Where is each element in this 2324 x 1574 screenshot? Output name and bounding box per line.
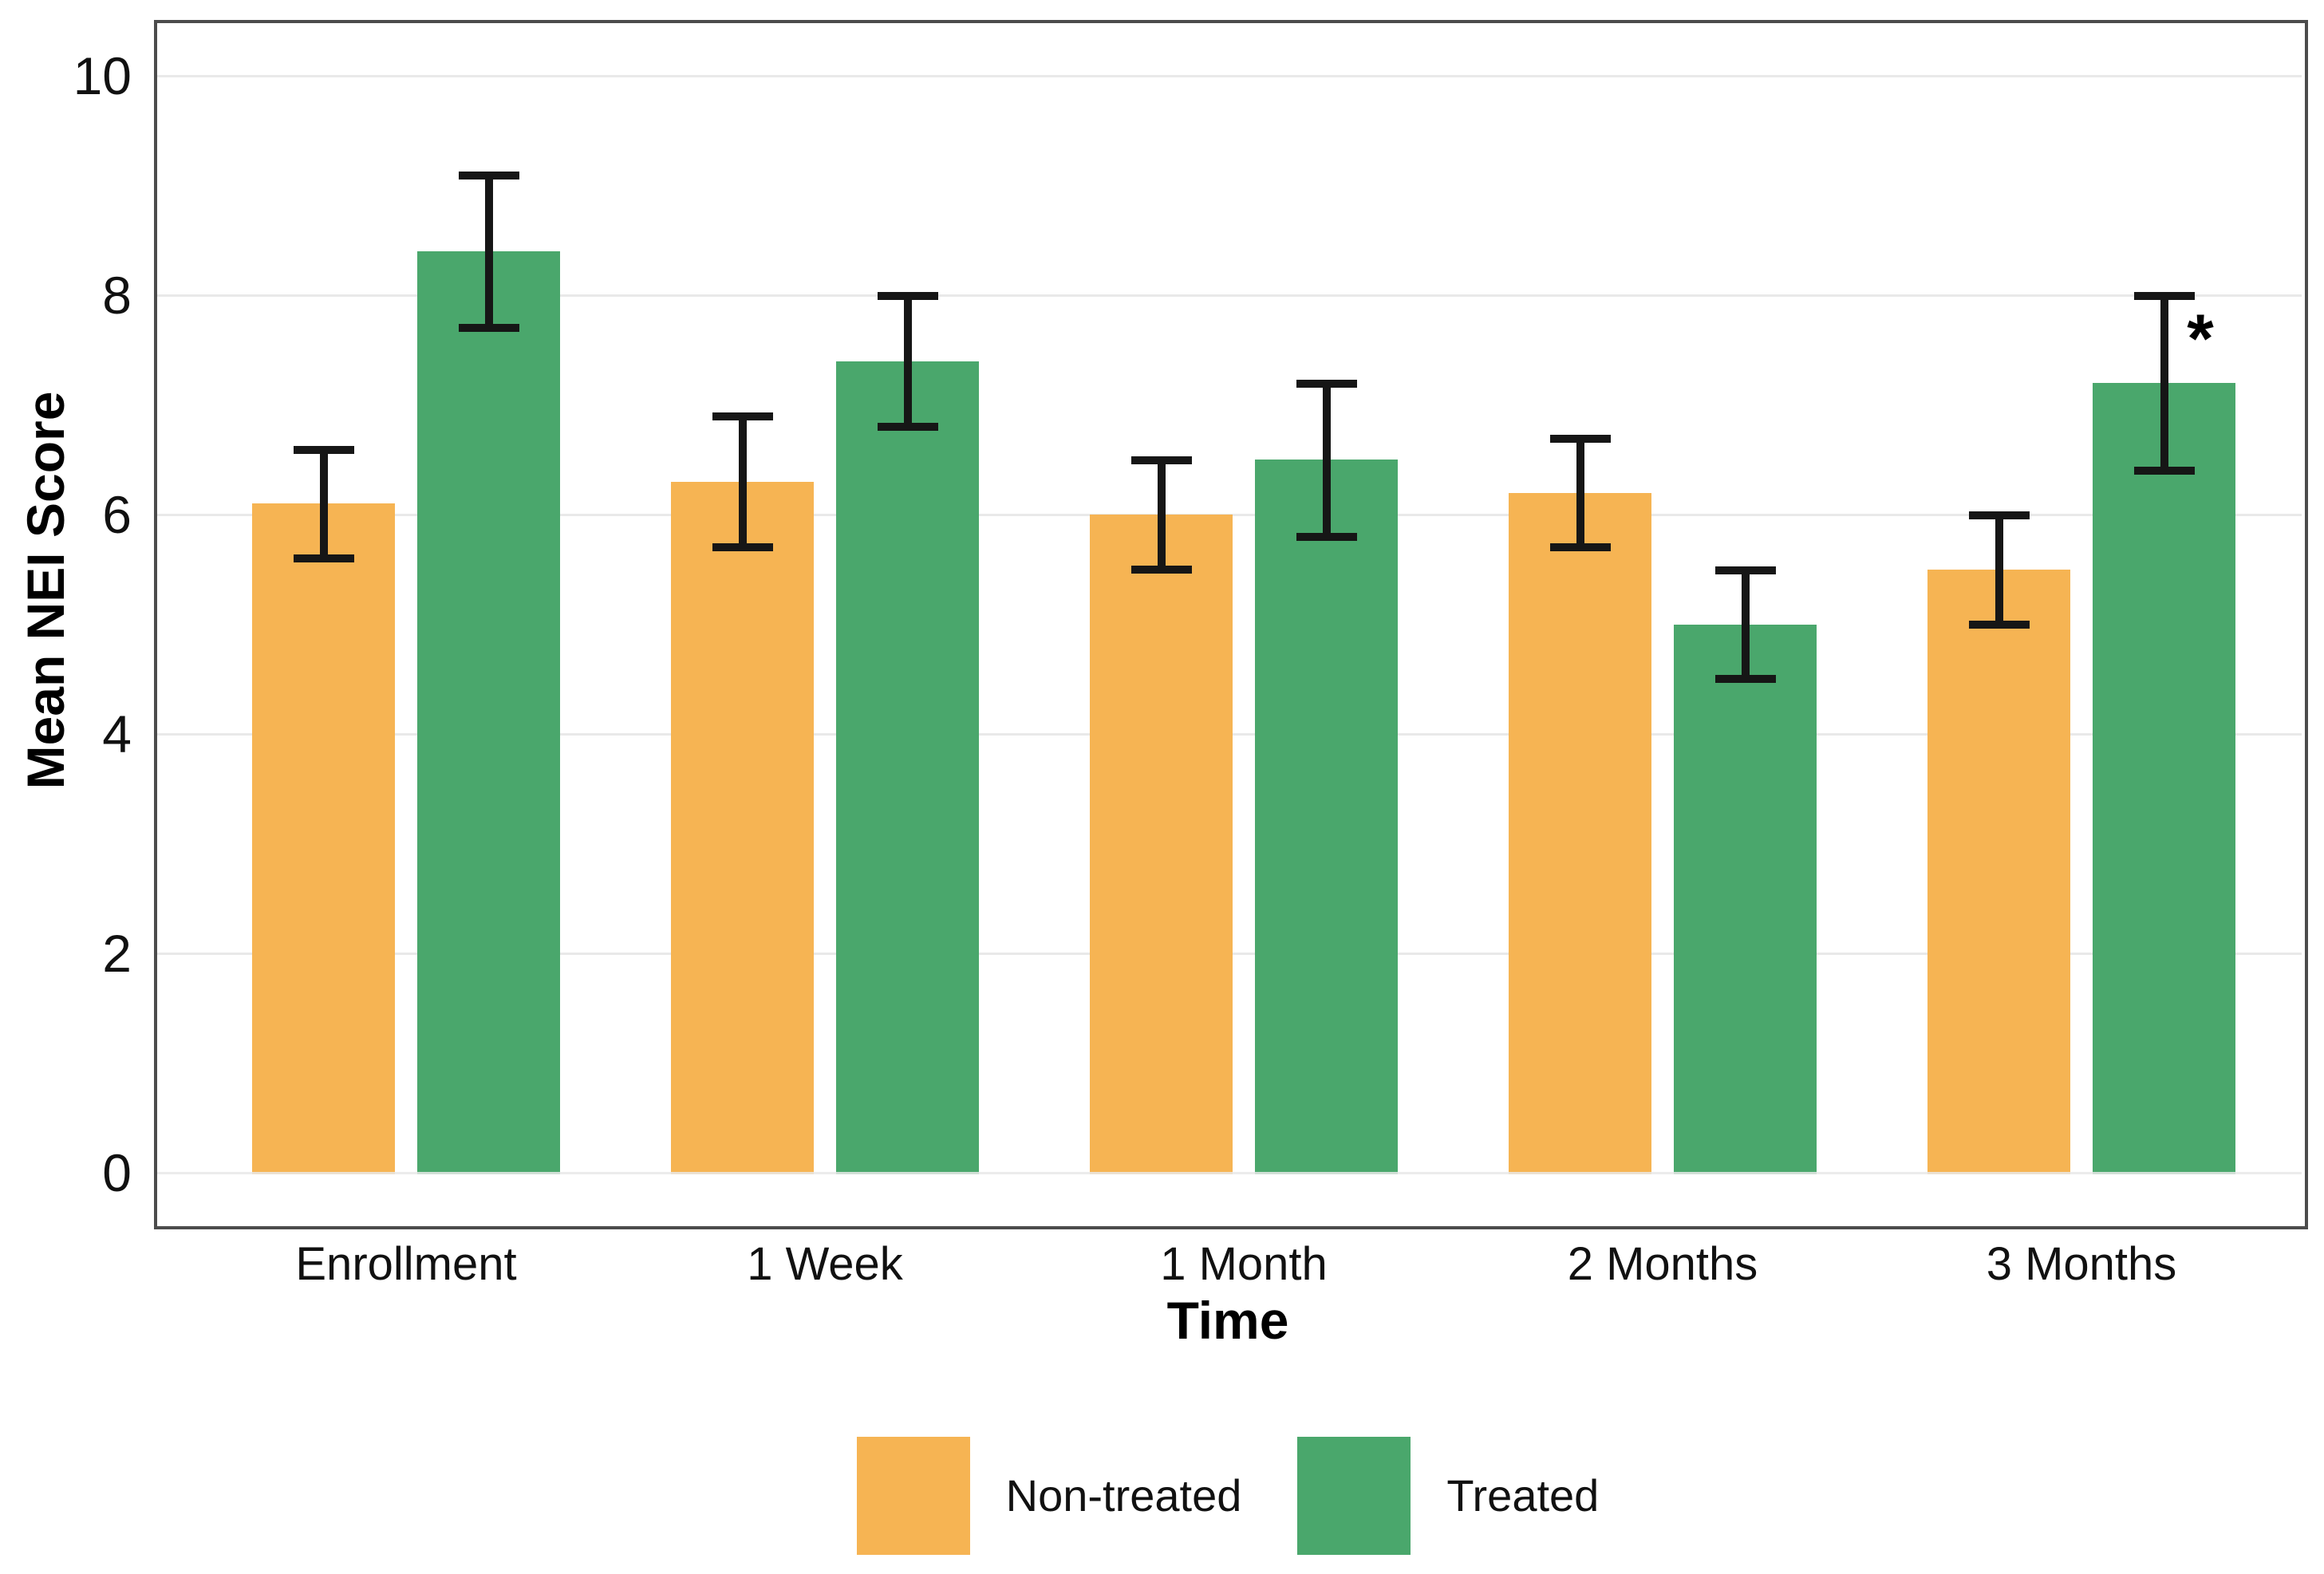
bar-non-treated-1-week bbox=[671, 481, 814, 1174]
error-bar-treated-2-months bbox=[1741, 569, 1750, 680]
x-axis-title: Time bbox=[1166, 1291, 1289, 1350]
error-cap-top-treated-1-month bbox=[1296, 380, 1357, 388]
gridline-y-8 bbox=[154, 294, 2302, 297]
error-cap-bottom-treated-3-months bbox=[2133, 467, 2195, 475]
y-tick-label-6: 6 bbox=[102, 485, 132, 544]
bar-non-treated-1-month bbox=[1090, 515, 1233, 1174]
error-cap-top-non-treated-enrollment bbox=[293, 445, 354, 454]
legend-label-treated: Treated bbox=[1446, 1470, 1600, 1521]
bar-treated-1-month bbox=[1255, 460, 1398, 1174]
error-bar-treated-1-week bbox=[903, 295, 912, 427]
error-cap-top-treated-1-week bbox=[877, 292, 938, 300]
y-tick-label-4: 4 bbox=[102, 704, 132, 763]
legend-label-non-treated: Non-treated bbox=[1005, 1470, 1242, 1521]
legend-swatch-non-treated bbox=[856, 1437, 970, 1555]
error-bar-non-treated-1-month bbox=[1157, 460, 1166, 570]
error-cap-top-non-treated-3-months bbox=[1968, 511, 2030, 519]
legend: Non-treated Treated bbox=[154, 1432, 2302, 1560]
gridline-y-0 bbox=[154, 1172, 2302, 1174]
error-cap-bottom-non-treated-1-month bbox=[1130, 565, 1192, 574]
error-cap-bottom-treated-1-month bbox=[1296, 532, 1357, 541]
error-cap-bottom-non-treated-2-months bbox=[1549, 543, 1611, 552]
error-bar-treated-enrollment bbox=[484, 174, 493, 329]
error-cap-top-non-treated-1-month bbox=[1130, 456, 1192, 465]
error-bar-non-treated-enrollment bbox=[319, 448, 328, 558]
y-tick-label-2: 2 bbox=[102, 924, 132, 983]
error-cap-top-non-treated-2-months bbox=[1549, 434, 1611, 443]
bar-treated-3-months bbox=[2093, 383, 2235, 1174]
error-cap-bottom-treated-enrollment bbox=[458, 324, 519, 333]
error-cap-top-treated-enrollment bbox=[458, 171, 519, 179]
bar-non-treated-enrollment bbox=[252, 503, 395, 1174]
error-cap-top-treated-2-months bbox=[1714, 566, 1776, 574]
error-bar-treated-1-month bbox=[1322, 383, 1331, 537]
error-cap-top-non-treated-1-week bbox=[712, 412, 773, 421]
error-bar-treated-3-months bbox=[2160, 295, 2168, 471]
y-tick-label-8: 8 bbox=[102, 266, 132, 325]
error-bar-non-treated-3-months bbox=[1995, 515, 2003, 625]
error-cap-bottom-non-treated-3-months bbox=[1968, 620, 2030, 629]
y-tick-label-10: 10 bbox=[73, 46, 132, 105]
error-cap-top-treated-3-months bbox=[2133, 292, 2195, 300]
y-tick-label-0: 0 bbox=[102, 1143, 132, 1202]
error-cap-bottom-treated-2-months bbox=[1714, 675, 1776, 684]
error-cap-bottom-non-treated-enrollment bbox=[293, 554, 354, 562]
gridline-y-10 bbox=[154, 75, 2302, 77]
x-tick-label-1-week: 1 Week bbox=[747, 1238, 903, 1290]
error-cap-bottom-non-treated-1-week bbox=[712, 543, 773, 552]
x-tick-label-2-months: 2 Months bbox=[1567, 1238, 1758, 1290]
bar-treated-2-months bbox=[1674, 624, 1817, 1174]
legend-swatch-treated bbox=[1297, 1437, 1411, 1555]
legend-item-treated: Treated bbox=[1297, 1437, 1599, 1555]
bar-non-treated-3-months bbox=[1927, 569, 2070, 1174]
error-bar-non-treated-1-week bbox=[738, 416, 747, 548]
bar-non-treated-2-months bbox=[1509, 492, 1651, 1174]
error-cap-bottom-treated-1-week bbox=[877, 423, 938, 431]
x-tick-label-1-month: 1 Month bbox=[1160, 1238, 1328, 1290]
bar-treated-enrollment bbox=[417, 251, 560, 1174]
x-tick-label-enrollment: Enrollment bbox=[295, 1238, 517, 1290]
bar-treated-1-week bbox=[836, 361, 979, 1174]
legend-item-non-treated: Non-treated bbox=[856, 1437, 1242, 1555]
x-tick-label-3-months: 3 Months bbox=[1986, 1238, 2177, 1290]
error-bar-non-treated-2-months bbox=[1576, 437, 1584, 548]
